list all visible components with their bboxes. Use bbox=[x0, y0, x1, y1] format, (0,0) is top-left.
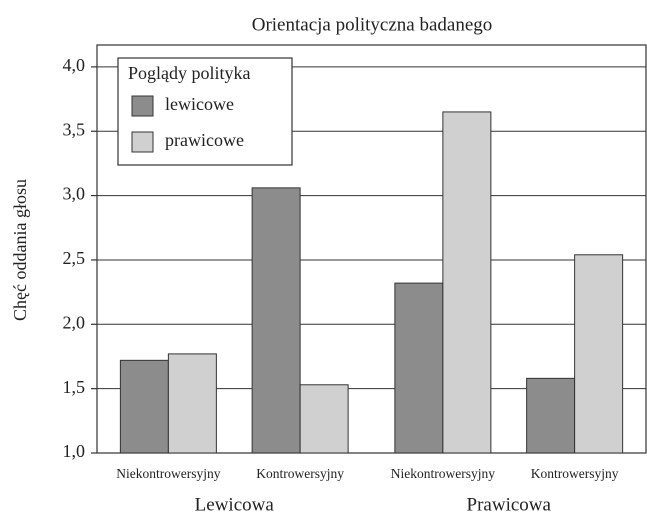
bar bbox=[119, 359, 169, 454]
bar bbox=[167, 353, 217, 454]
x-tick-label: Kontrowersyjny bbox=[256, 466, 344, 481]
y-tick-label: 1,5 bbox=[63, 377, 86, 397]
y-tick-label: 2,5 bbox=[63, 248, 86, 268]
x-tick-label: Niekontrowersyjny bbox=[116, 466, 220, 481]
bar bbox=[299, 384, 349, 454]
x-tick-label: Niekontrowersyjny bbox=[391, 466, 495, 481]
y-tick-label: 2,0 bbox=[63, 312, 86, 332]
legend-label: lewicowe bbox=[165, 94, 234, 114]
legend-title: Poglądy polityka bbox=[128, 63, 251, 83]
chart-title: Orientacja polityczna badanego bbox=[252, 14, 493, 35]
y-tick-label: 4,0 bbox=[63, 55, 86, 75]
legend-swatch bbox=[131, 131, 154, 153]
plot-frame bbox=[96, 44, 647, 454]
y-tick-label: 3,5 bbox=[63, 119, 86, 139]
legend-label: prawicowe bbox=[165, 130, 244, 150]
x-tick-label: Kontrowersyjny bbox=[531, 466, 619, 481]
y-axis-label: Chęć oddania głosu bbox=[10, 179, 30, 321]
bar bbox=[394, 282, 444, 454]
bar bbox=[574, 254, 624, 454]
bar bbox=[442, 111, 492, 454]
y-tick-label: 3,0 bbox=[63, 184, 86, 204]
group-label: Prawicowa bbox=[467, 494, 552, 515]
y-tick-label: 1,0 bbox=[63, 441, 86, 461]
bar bbox=[251, 187, 301, 454]
bar bbox=[526, 377, 576, 454]
legend-swatch bbox=[131, 95, 154, 117]
group-label: Lewicowa bbox=[195, 494, 275, 515]
